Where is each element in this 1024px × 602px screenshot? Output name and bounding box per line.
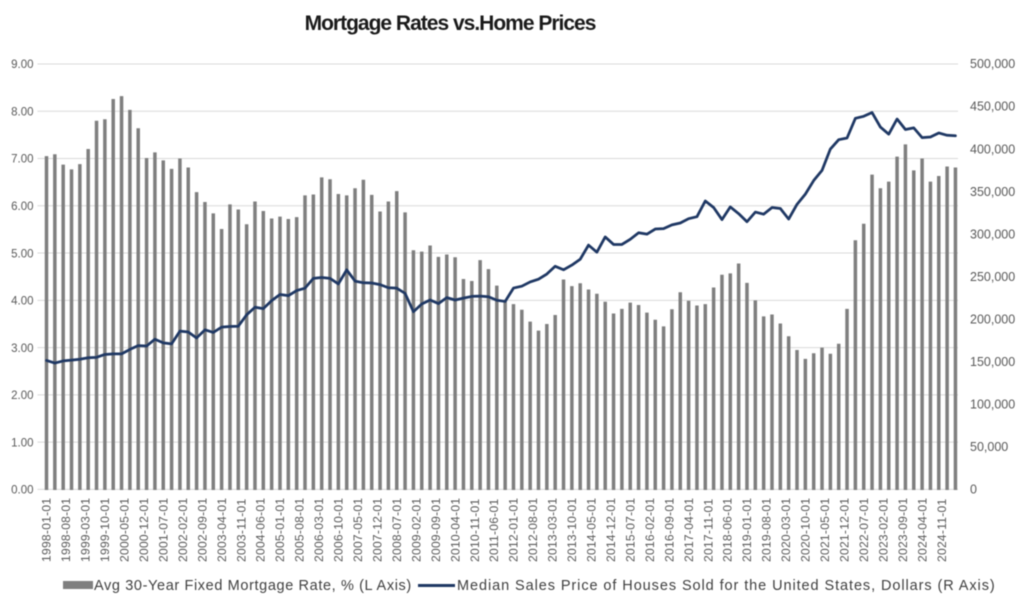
svg-text:2012-01-01: 2012-01-01 [507,498,521,562]
svg-text:2020-10-01: 2020-10-01 [799,498,813,562]
svg-text:2013-10-01: 2013-10-01 [565,498,579,562]
svg-text:1998-01-01: 1998-01-01 [40,498,54,562]
svg-text:4.00: 4.00 [11,296,33,308]
svg-text:400,000: 400,000 [970,142,1015,156]
svg-text:2024-11-01: 2024-11-01 [935,498,949,562]
svg-text:2009-09-01: 2009-09-01 [429,498,443,562]
svg-text:0: 0 [970,483,977,497]
svg-text:2011-06-01: 2011-06-01 [487,498,501,562]
svg-text:50,000: 50,000 [970,440,1008,454]
svg-text:2022-07-01: 2022-07-01 [857,498,871,562]
svg-text:2003-04-01: 2003-04-01 [215,498,229,562]
svg-text:150,000: 150,000 [970,355,1015,369]
svg-text:2019-01-01: 2019-01-01 [740,498,754,562]
svg-text:2002-02-01: 2002-02-01 [176,498,190,562]
svg-text:2009-02-01: 2009-02-01 [409,498,423,562]
svg-text:350,000: 350,000 [970,185,1015,199]
svg-text:2001-07-01: 2001-07-01 [156,498,170,562]
svg-text:300,000: 300,000 [970,227,1015,241]
svg-text:6.00: 6.00 [11,201,33,213]
svg-text:2020-03-01: 2020-03-01 [779,498,793,562]
svg-text:2023-02-01: 2023-02-01 [876,498,890,562]
svg-text:9.00: 9.00 [11,59,33,71]
svg-text:100,000: 100,000 [970,398,1015,412]
svg-text:2002-09-01: 2002-09-01 [195,498,209,562]
svg-text:2007-05-01: 2007-05-01 [351,498,365,562]
svg-text:1.00: 1.00 [11,437,33,449]
svg-text:200,000: 200,000 [970,312,1015,326]
svg-text:2005-01-01: 2005-01-01 [273,498,287,562]
svg-text:2003-11-01: 2003-11-01 [234,498,248,562]
svg-text:2014-12-01: 2014-12-01 [604,498,618,562]
svg-text:Avg 30-Year Fixed Mortgage Rat: Avg 30-Year Fixed Mortgage Rate, % (L Ax… [94,578,412,594]
svg-text:1999-10-01: 1999-10-01 [98,498,112,562]
svg-text:2012-08-01: 2012-08-01 [526,498,540,562]
svg-text:2010-11-01: 2010-11-01 [468,498,482,562]
svg-text:1999-03-01: 1999-03-01 [79,498,93,562]
svg-text:5.00: 5.00 [11,248,33,260]
svg-text:2004-06-01: 2004-06-01 [254,498,268,562]
svg-text:2010-04-01: 2010-04-01 [448,498,462,562]
svg-text:3.00: 3.00 [11,343,33,355]
svg-text:2017-04-01: 2017-04-01 [682,498,696,562]
svg-text:2018-06-01: 2018-06-01 [721,498,735,562]
svg-text:2019-08-01: 2019-08-01 [760,498,774,562]
svg-text:2007-12-01: 2007-12-01 [370,498,384,562]
svg-text:2000-05-01: 2000-05-01 [118,498,132,562]
svg-text:2014-05-01: 2014-05-01 [585,498,599,562]
svg-text:2024-04-01: 2024-04-01 [915,498,929,562]
svg-text:Median Sales Price of Houses S: Median Sales Price of Houses Sold for th… [457,578,996,594]
svg-text:2016-02-01: 2016-02-01 [643,498,657,562]
svg-text:2021-05-01: 2021-05-01 [818,498,832,562]
svg-text:2013-03-01: 2013-03-01 [546,498,560,562]
svg-text:Mortgage Rates vs.Home Prices: Mortgage Rates vs.Home Prices [305,12,596,35]
svg-text:2017-11-01: 2017-11-01 [701,498,715,562]
svg-text:2023-09-01: 2023-09-01 [896,498,910,562]
svg-text:2.00: 2.00 [11,390,33,402]
svg-text:2006-10-01: 2006-10-01 [332,498,346,562]
svg-text:250,000: 250,000 [970,270,1015,284]
svg-text:8.00: 8.00 [11,106,33,118]
svg-text:7.00: 7.00 [11,154,33,166]
svg-text:2008-07-01: 2008-07-01 [390,498,404,562]
svg-text:2021-12-01: 2021-12-01 [837,498,851,562]
svg-text:450,000: 450,000 [970,100,1015,114]
svg-text:2016-09-01: 2016-09-01 [662,498,676,562]
svg-text:500,000: 500,000 [970,57,1015,71]
svg-text:1998-08-01: 1998-08-01 [59,498,73,562]
svg-text:2000-12-01: 2000-12-01 [137,498,151,562]
svg-text:2006-03-01: 2006-03-01 [312,498,326,562]
svg-text:2005-08-01: 2005-08-01 [293,498,307,562]
svg-text:0.00: 0.00 [11,485,33,497]
svg-text:2015-07-01: 2015-07-01 [623,498,637,562]
